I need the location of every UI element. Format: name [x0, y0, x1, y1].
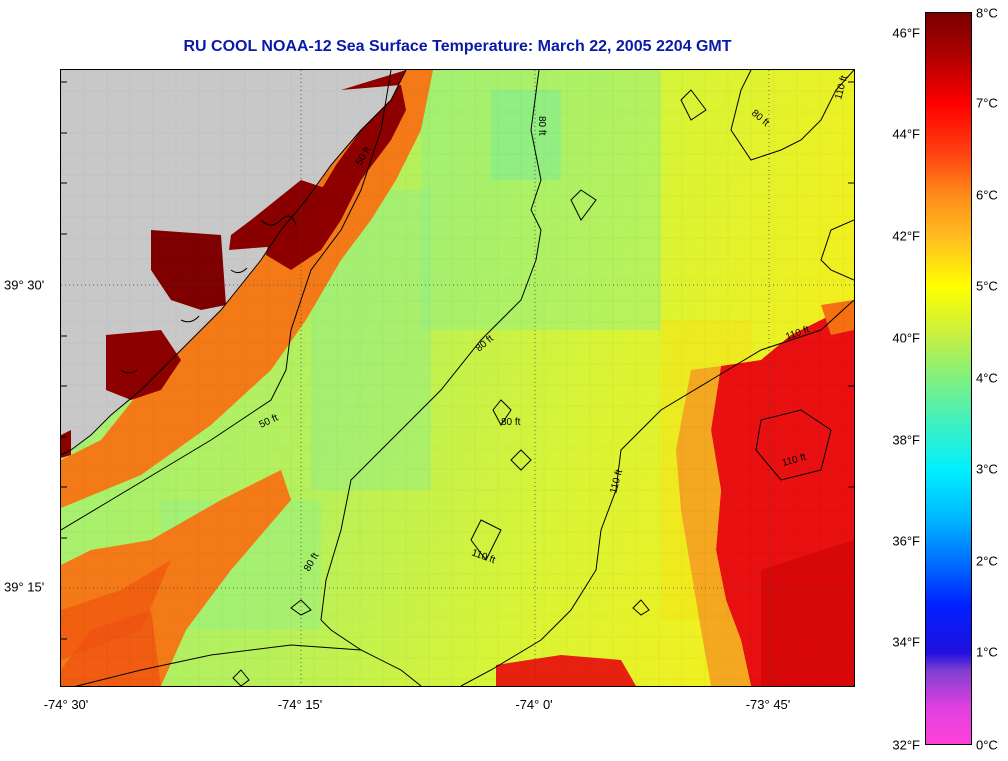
colorbar-celsius-label: 8°C — [976, 5, 998, 21]
colorbar-fahrenheit-label: 40°F — [892, 330, 920, 346]
colorbar-fahrenheit-label: 38°F — [892, 432, 920, 448]
latitude-label: 39° 15' — [4, 579, 45, 595]
colorbar-fahrenheit-label: 32°F — [892, 737, 920, 753]
color-scale-gradient — [926, 13, 971, 744]
color-scale-bar — [925, 12, 972, 745]
colorbar-fahrenheit-label: 34°F — [892, 634, 920, 650]
colorbar-fahrenheit-label: 42°F — [892, 228, 920, 244]
pixel-grid — [61, 70, 854, 686]
colorbar-fahrenheit-label: 44°F — [892, 126, 920, 142]
longitude-label: -74° 30' — [43, 697, 89, 712]
coastline — [61, 70, 407, 456]
sst-map-canvas: 50 ft 50 ft 80 ft 80 ft 80 ft 80 ft 80 f… — [61, 70, 854, 686]
latitude-label: 39° 30' — [4, 277, 45, 293]
graticule — [61, 70, 854, 686]
contour-label-80ft: 80 ft — [536, 116, 547, 136]
contour-label-80ft: 80 ft — [501, 417, 521, 428]
contour-labels: 50 ft 50 ft 80 ft 80 ft 80 ft 80 ft 80 f… — [258, 74, 851, 573]
colorbar-celsius-label: 0°C — [976, 737, 998, 753]
colorbar-celsius-label: 4°C — [976, 370, 998, 386]
longitude-label: -73° 45' — [745, 697, 791, 712]
colorbar-fahrenheit-label: 36°F — [892, 533, 920, 549]
map-title: RU COOL NOAA-12 Sea Surface Temperature:… — [183, 38, 732, 55]
colorbar-celsius-label: 5°C — [976, 278, 998, 294]
bathymetry-contours — [61, 70, 854, 686]
longitude-label: -74° 0' — [515, 697, 553, 712]
colorbar-celsius-label: 7°C — [976, 95, 998, 111]
axis-ticks — [61, 81, 854, 640]
colorbar-celsius-label: 1°C — [976, 644, 998, 660]
colorbar-celsius-label: 2°C — [976, 553, 998, 569]
colorbar-celsius-label: 3°C — [976, 461, 998, 477]
colorbar-fahrenheit-label: 46°F — [892, 25, 920, 41]
sst-map: 50 ft 50 ft 80 ft 80 ft 80 ft 80 ft 80 f… — [60, 69, 855, 687]
colorbar-celsius-label: 6°C — [976, 187, 998, 203]
longitude-label: -74° 15' — [277, 697, 323, 712]
